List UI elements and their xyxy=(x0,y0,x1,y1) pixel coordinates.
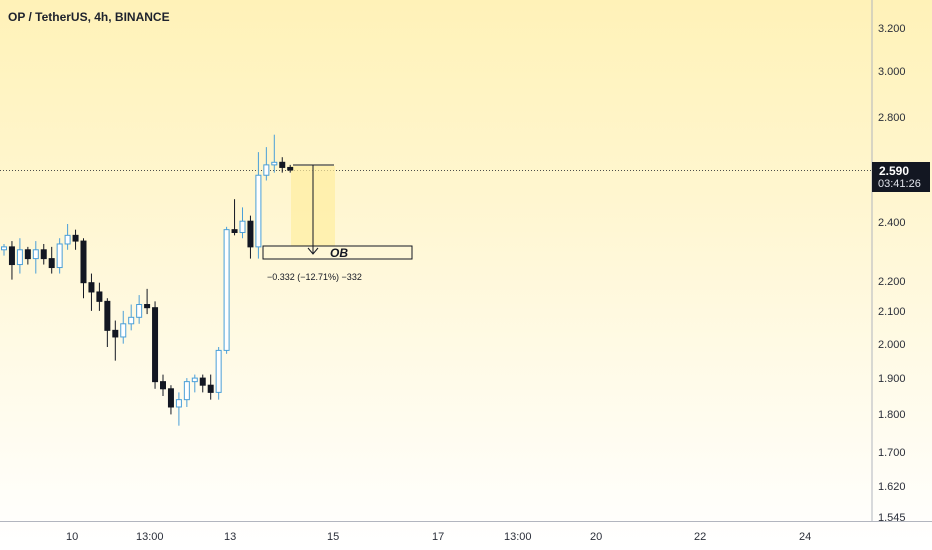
candle-body xyxy=(183,381,190,401)
y-tick-label: 1.900 xyxy=(878,373,906,385)
order-block-rect xyxy=(262,245,413,260)
y-tick-label: 2.000 xyxy=(878,339,906,351)
measure-tool[interactable]: −0.332 (−12.71%) −332 xyxy=(267,164,362,282)
candle-body xyxy=(40,249,47,260)
candle-body xyxy=(64,234,71,245)
x-tick-label: 17 xyxy=(432,531,444,543)
y-tick-label: 1.620 xyxy=(878,481,906,493)
bar-countdown: 03:41:26 xyxy=(878,178,921,190)
candle-body xyxy=(279,161,286,168)
candle-body xyxy=(271,161,278,166)
last-price-value: 2.590 xyxy=(879,164,910,178)
last-price-tag: 2.590 03:41:26 xyxy=(872,162,930,192)
candle-body xyxy=(128,316,135,325)
candle-body xyxy=(56,243,63,269)
candle-body xyxy=(175,399,182,408)
time-axis[interactable]: 10 13:00 13 15 17 13:00 20 22 24 xyxy=(66,531,811,543)
candle-body xyxy=(167,388,174,408)
candle-body xyxy=(223,229,230,351)
candle-body xyxy=(48,258,55,269)
candle-body xyxy=(112,329,119,338)
candle-body xyxy=(80,240,87,284)
x-tick-label: 20 xyxy=(590,531,602,543)
candle-body xyxy=(231,229,238,233)
x-tick-label: 13:00 xyxy=(136,531,164,543)
measure-label: −0.332 (−12.71%) −332 xyxy=(267,272,362,282)
candle-body xyxy=(120,323,127,338)
y-tick-label: 2.800 xyxy=(878,112,906,124)
x-tick-label: 24 xyxy=(799,531,811,543)
candle-body xyxy=(32,249,39,260)
y-tick-label: 3.200 xyxy=(878,23,906,35)
y-tick-label: 1.545 xyxy=(878,512,906,524)
y-tick-label: 3.000 xyxy=(878,66,906,78)
candle-body xyxy=(24,249,31,260)
candles-group xyxy=(1,134,294,426)
candle-body xyxy=(136,304,143,318)
candle-body xyxy=(152,307,159,383)
x-tick-label: 22 xyxy=(694,531,706,543)
candle-body xyxy=(199,377,206,386)
candle-body xyxy=(215,349,222,393)
candle-body xyxy=(88,282,95,293)
candle-body xyxy=(16,249,23,266)
candle-body xyxy=(255,174,262,248)
candle-body xyxy=(72,234,79,242)
candle-body xyxy=(263,164,270,176)
x-tick-label: 15 xyxy=(327,531,339,543)
candle-body xyxy=(8,246,15,266)
order-block-label: OB xyxy=(330,246,348,260)
x-tick-label: 13 xyxy=(224,531,236,543)
chart-title: OP / TetherUS, 4h, BINANCE xyxy=(8,10,170,24)
candle-body xyxy=(144,304,151,309)
candle-body xyxy=(1,246,7,251)
y-tick-label: 1.800 xyxy=(878,409,906,421)
y-tick-label: 2.400 xyxy=(878,217,906,229)
candle-body xyxy=(96,291,103,302)
candle-body xyxy=(247,220,254,248)
order-block-box[interactable]: OB xyxy=(262,245,413,260)
y-tick-label: 1.700 xyxy=(878,447,906,459)
y-tick-label: 2.200 xyxy=(878,276,906,288)
candle-body xyxy=(104,300,111,331)
x-tick-label: 13:00 xyxy=(504,531,532,543)
candle-body xyxy=(287,166,294,171)
candle-body xyxy=(207,384,214,393)
arrow-down-icon xyxy=(307,247,319,255)
x-tick-label: 10 xyxy=(66,531,78,543)
candle-body xyxy=(160,381,166,390)
y-tick-label: 2.100 xyxy=(878,306,906,318)
price-axis[interactable]: 3.200 3.000 2.800 2.400 2.200 2.100 2.00… xyxy=(878,23,906,524)
candle-body xyxy=(191,377,198,383)
candle-body xyxy=(239,220,246,233)
